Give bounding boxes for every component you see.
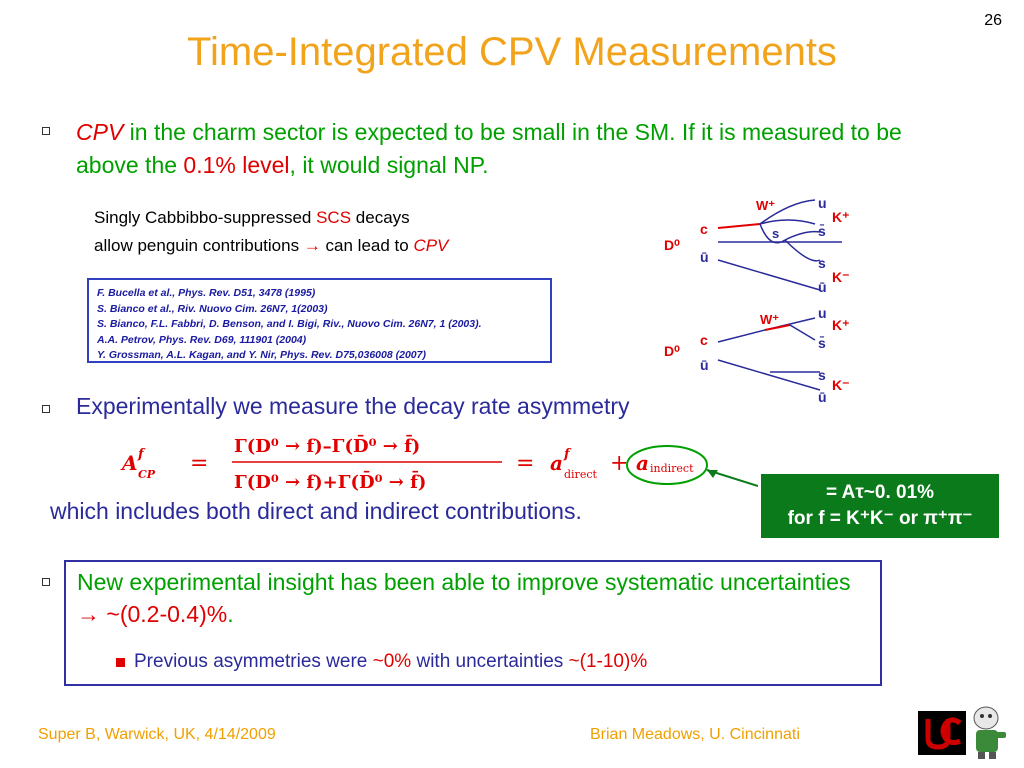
bullet-asymmetry: Experimentally we measure the decay rate… [76, 393, 630, 419]
bullet-cpv-charm: CPV in the charm sector is expected to b… [76, 116, 916, 182]
scs-line2-a: allow penguin contributions [94, 236, 304, 255]
bullet3-text: New experimental insight has been able t… [77, 569, 851, 595]
formula-direct-sub: direct [564, 468, 597, 481]
u-label: u [818, 305, 827, 321]
bullet1-text-b: , it would signal NP. [289, 152, 489, 178]
formula-equals: = [516, 451, 534, 476]
sub-bullet-previous: Previous asymmetries were ~0% with uncer… [134, 651, 647, 673]
arrow-icon: → [77, 601, 100, 627]
formula-indirect-sub: indirect [650, 462, 694, 475]
formula-denominator: Γ(D⁰ → f)+Γ(D̄⁰ → f̄) [234, 471, 426, 493]
formula-equals: = [190, 451, 208, 476]
ubar-label: ū [700, 249, 709, 265]
ubar-label: ū [818, 389, 827, 405]
reference-item: S. Bianco, F.L. Fabbri, D. Benson, and I… [97, 318, 482, 330]
ubar-label: ū [818, 279, 827, 295]
u-label: u [818, 195, 827, 211]
page-number: 26 [984, 12, 1002, 29]
level-highlight: 0.1% level [183, 152, 290, 178]
feynman-diagrams: W⁺ c D⁰ ū s u s̄ K⁺ s ū K⁻ W⁺ c D⁰ ū u s… [664, 195, 850, 405]
scs-note: Singly Cabbibbo-suppressed SCS decays al… [94, 204, 448, 260]
scs-term: SCS [316, 208, 352, 227]
callout-line1: = Aτ~0. 01% [825, 482, 935, 503]
formula-a-sup: f [563, 447, 572, 462]
formula-lhs-sup: f [137, 447, 146, 462]
reference-item: Y. Grossman, A.L. Kagan, and Y. Nir, Phy… [97, 349, 426, 361]
sub-bullet-text-a: Previous asymmetries were [134, 651, 373, 672]
w-label: W⁺ [760, 312, 779, 327]
scs-line1-b: decays [351, 208, 410, 227]
slide-title: Time-Integrated CPV Measurements [187, 30, 837, 74]
bullet1-text-a: in the charm sector is expected to be sm… [76, 119, 902, 178]
bullet-marker [42, 127, 50, 135]
cpv-term: CPV [413, 236, 449, 255]
systematics-range: ~(0.2-0.4)% [100, 601, 228, 627]
footer-event: Super B, Warwick, UK, 4/14/2009 [38, 726, 276, 743]
c-label: c [700, 221, 708, 237]
scs-line1-a: Singly Cabbibbo-suppressed [94, 208, 317, 227]
ubar-label: ū [700, 357, 709, 373]
callout-line2: for f = K⁺K⁻ or π⁺π⁻ [787, 508, 973, 529]
formula-numerator: Γ(D⁰ → f)–Γ(D̄⁰ → f̄) [234, 435, 420, 457]
systematics-box [64, 560, 882, 686]
val-range: ~(1-10)% [568, 651, 648, 672]
arrow-icon: → [303, 236, 321, 255]
kplus-label: K⁺ [832, 209, 850, 225]
formula-a-indirect: a [636, 451, 649, 475]
sub-bullet-text-b: with uncertainties [411, 651, 569, 672]
tree-diagram: W⁺ c D⁰ ū u s̄ K⁺ s ū K⁻ [664, 305, 850, 405]
formula-plus: + [610, 451, 628, 476]
d0-label: D⁰ [664, 343, 680, 359]
reference-item: F. Bucella et al., Phys. Rev. D51, 3478 … [97, 287, 316, 299]
c-label: c [700, 332, 708, 348]
cpv-term: CPV [76, 119, 124, 145]
s-label: s [772, 226, 779, 241]
s-label: s [818, 367, 826, 383]
val-zero: ~0% [372, 651, 412, 672]
d0-label: D⁰ [664, 237, 680, 253]
references-box: F. Bucella et al., Phys. Rev. D51, 3478 … [87, 278, 552, 363]
penguin-diagram: W⁺ c D⁰ ū s u s̄ K⁺ s ū K⁻ [664, 195, 850, 295]
bullet-systematics: New experimental insight has been able t… [77, 566, 877, 630]
formula-lhs: A [120, 451, 138, 475]
reference-item: A.A. Petrov, Phys. Rev. D69, 111901 (200… [97, 333, 307, 346]
sbar-label: s̄ [818, 222, 826, 239]
uc-logo-icon [918, 711, 966, 755]
footer-author: Brian Meadows, U. Cincinnati [590, 726, 800, 743]
sbar-label: s̄ [818, 334, 826, 351]
scs-line2-b: can lead to [320, 236, 414, 255]
formula-lhs-sub: CP [138, 468, 156, 481]
bullet-marker [42, 578, 50, 586]
w-label: W⁺ [756, 198, 775, 213]
bullet-marker [42, 405, 50, 413]
asymmetry-formula: A f CP = Γ(D⁰ → f)–Γ(D̄⁰ → f̄) Γ(D⁰ → f)… [120, 435, 758, 493]
reference-item: S. Bianco et al., Riv. Nuovo Cim. 26N7, … [97, 302, 328, 315]
a-tau-callout: = Aτ~0. 01% for f = K⁺K⁻ or π⁺π⁻ [761, 474, 999, 538]
formula-a-direct: a [550, 451, 563, 475]
kminus-label: K⁻ [832, 377, 850, 393]
kplus-label: K⁺ [832, 317, 850, 333]
contributions-text: which includes both direct and indirect … [50, 498, 582, 524]
s-label: s [818, 255, 826, 271]
sub-bullet-marker [116, 658, 125, 667]
bullet3-dot: . [227, 601, 234, 627]
kminus-label: K⁻ [832, 269, 850, 285]
bearcat-mascot-icon [973, 706, 1006, 759]
